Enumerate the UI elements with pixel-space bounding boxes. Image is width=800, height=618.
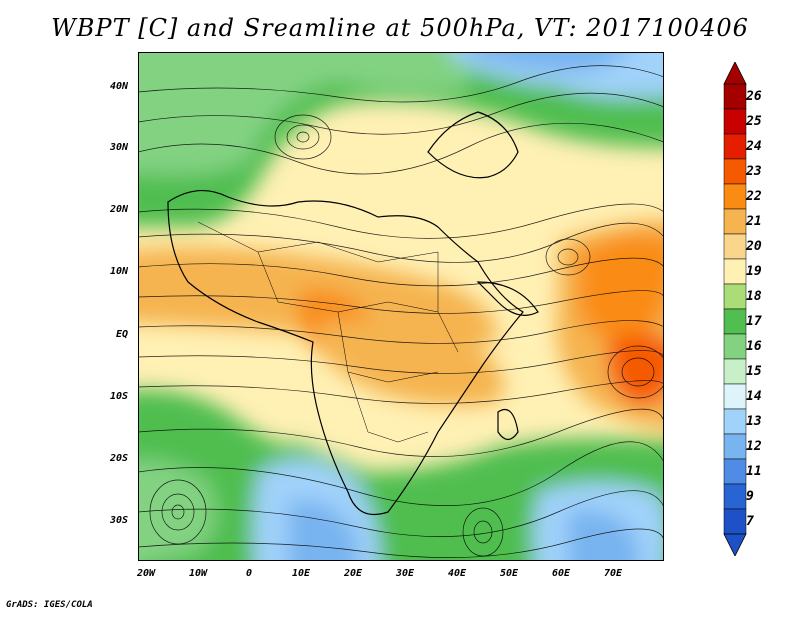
colorbar-label: 23 xyxy=(746,163,762,179)
colorbar-cell xyxy=(723,333,747,360)
lat-label-10s: 10S xyxy=(109,391,128,402)
colorbar-label: 11 xyxy=(746,463,762,479)
lon-label-70e: 70E xyxy=(603,568,623,579)
chart-title: WBPT [C] and Sreamline at 500hPa, VT: 20… xyxy=(51,14,749,42)
colorbar-cell xyxy=(723,258,747,285)
colorbar-cell xyxy=(723,183,747,210)
colorbar-cell xyxy=(723,483,747,510)
colorbar-label: 13 xyxy=(746,413,762,429)
colorbar-bottom-arrow xyxy=(723,533,747,556)
colorbar-cell xyxy=(723,208,747,235)
colorbar-cell xyxy=(723,358,747,385)
colorbar-label: 26 xyxy=(746,88,762,104)
colorbar-cell xyxy=(723,433,747,460)
colorbar-label: 24 xyxy=(746,138,762,154)
colorbar-label: 17 xyxy=(746,313,762,329)
lon-label-20w: 20W xyxy=(136,568,156,579)
colorbar-cell xyxy=(723,383,747,410)
lat-label-20s: 20S xyxy=(109,453,128,464)
lon-label-0: 0 xyxy=(245,568,253,579)
colorbar-cell xyxy=(723,233,747,260)
colorbar-label: 12 xyxy=(746,438,762,454)
colorbar-label: 22 xyxy=(746,188,762,204)
lon-label-10w: 10W xyxy=(188,568,208,579)
colorbar-label: 16 xyxy=(746,338,762,354)
lon-label-40e: 40E xyxy=(447,568,467,579)
lat-label-10n: 10N xyxy=(109,266,128,277)
colorbar-label: 7 xyxy=(746,513,754,529)
colorbar xyxy=(723,62,747,556)
colorbar-label: 14 xyxy=(746,388,762,404)
footer-credit: GrADS: IGES/COLA xyxy=(6,600,93,610)
colorbar-label: 18 xyxy=(746,288,762,304)
lon-label-50e: 50E xyxy=(499,568,519,579)
colorbar-label: 25 xyxy=(746,113,762,129)
lon-label-60e: 60E xyxy=(551,568,571,579)
colorbar-label: 19 xyxy=(746,263,762,279)
colorbar-label: 21 xyxy=(746,213,762,229)
lon-label-20e: 20E xyxy=(343,568,363,579)
colorbar-cell xyxy=(723,83,747,110)
colorbar-cell xyxy=(723,283,747,310)
colorbar-label: 15 xyxy=(746,363,762,379)
colorbar-cell xyxy=(723,133,747,160)
colorbar-cell xyxy=(723,308,747,335)
colorbar-cell xyxy=(723,458,747,485)
colorbar-cell xyxy=(723,158,747,185)
lat-label-20n: 20N xyxy=(109,204,128,215)
colorbar-top-arrow xyxy=(723,62,747,85)
lon-label-30e: 30E xyxy=(395,568,415,579)
lon-label-10e: 10E xyxy=(291,568,311,579)
weather-map xyxy=(138,52,664,561)
lat-label-30s: 30S xyxy=(109,515,128,526)
lat-label-30n: 30N xyxy=(109,142,128,153)
colorbar-cell xyxy=(723,408,747,435)
colorbar-label: 9 xyxy=(746,488,754,504)
colorbar-label: 20 xyxy=(746,238,762,254)
colorbar-cell xyxy=(723,108,747,135)
lat-label-eq: EQ xyxy=(115,329,128,340)
lat-label-40n: 40N xyxy=(109,81,128,92)
colorbar-cell xyxy=(723,508,747,535)
